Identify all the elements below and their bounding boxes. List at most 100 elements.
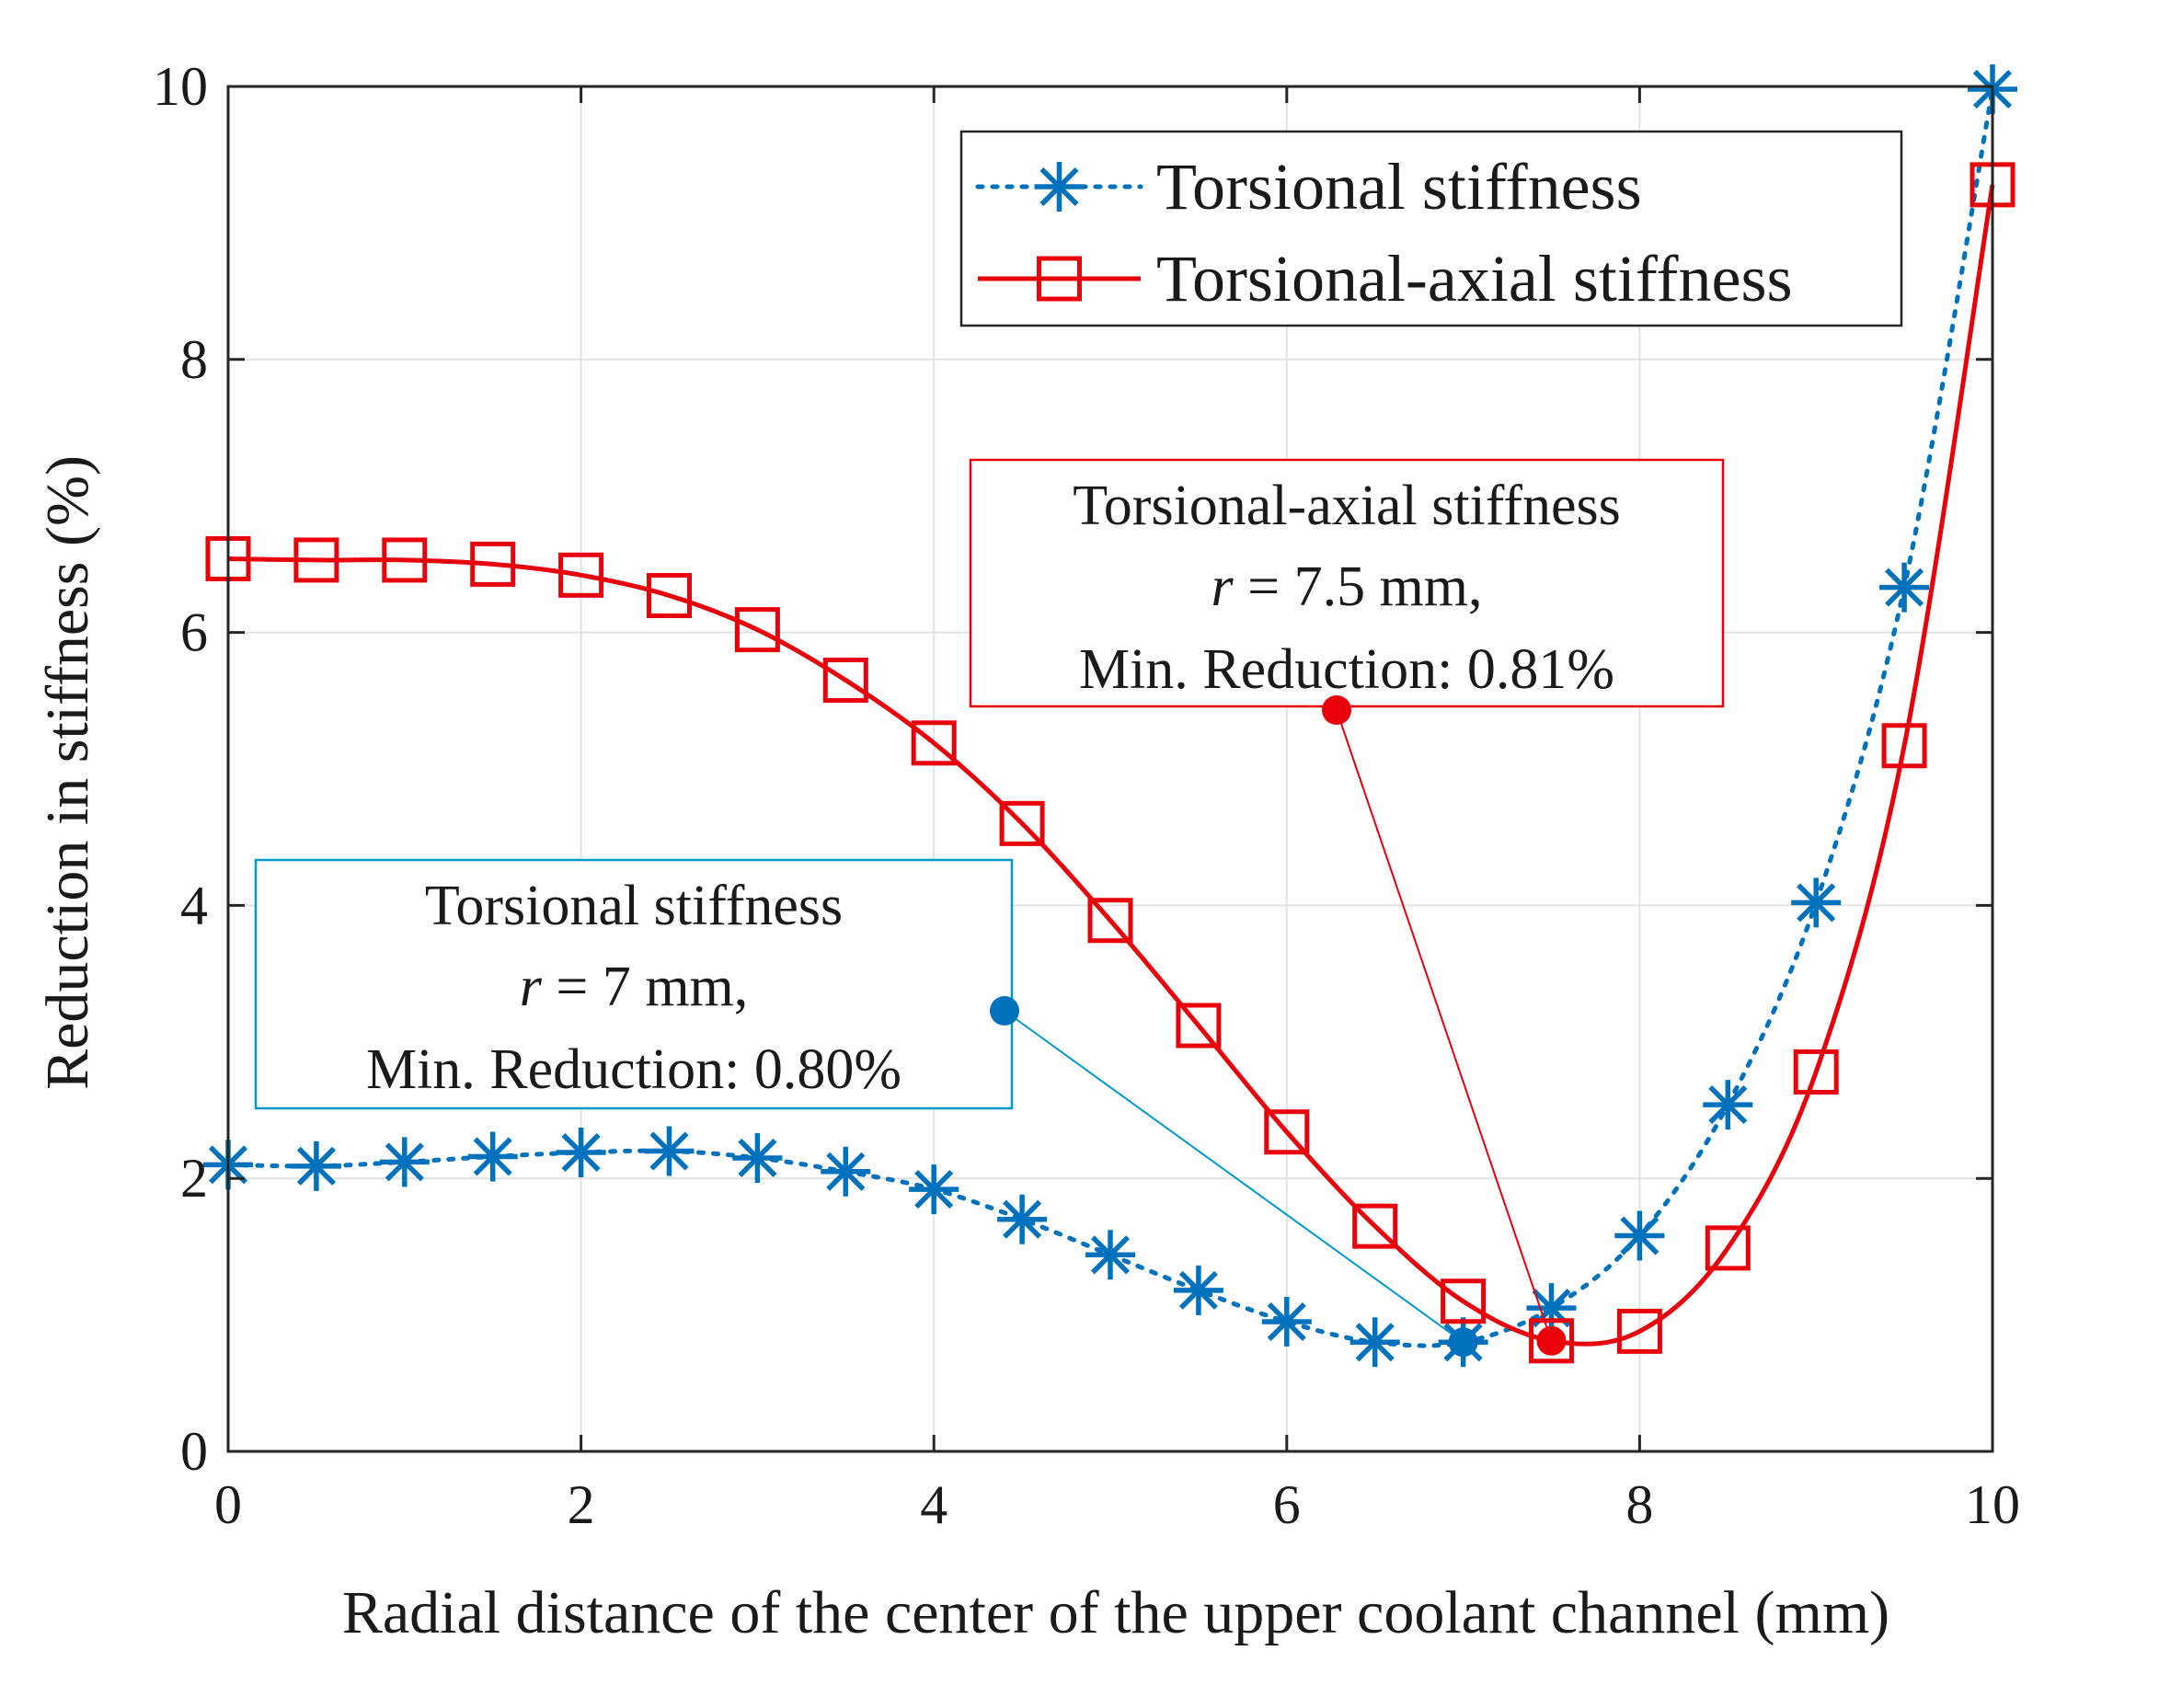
series-0-point-16-stroke-3 — [1620, 1216, 1659, 1255]
series-1-point-18 — [1793, 1049, 1839, 1095]
legend-label-0: Torsional stiffness — [1156, 150, 1642, 224]
series-0-point-19-stroke-3 — [1885, 567, 1924, 607]
annotation-1: Torsional-axial stiffness r = 7.5 mm, Min.… — [969, 458, 1725, 1356]
x-tick-label-1: 2 — [568, 1474, 595, 1535]
series-1-point-15 — [1529, 1318, 1574, 1364]
annotation-radius-value-0: = 7 mm, — [542, 956, 748, 1018]
series-0-point-12-stroke-3 — [1267, 1301, 1306, 1342]
annotation-min-point-0 — [1448, 1327, 1478, 1358]
series-1-point-6 — [734, 607, 780, 653]
series-0-point-19 — [1879, 562, 1930, 613]
series-0-point-1 — [291, 1141, 341, 1191]
annotation-title-0: Torsional stiffness — [425, 875, 843, 937]
series-0-point-4 — [556, 1128, 606, 1178]
legend-marker-0 — [1034, 162, 1085, 212]
series-1-point-13 — [1352, 1203, 1398, 1249]
annotation-min-point-1 — [1536, 1325, 1567, 1356]
y-tick-label-1: 2 — [180, 1148, 208, 1209]
legend-marker-1 — [1037, 256, 1082, 302]
series-0-point-6-stroke-3 — [738, 1138, 777, 1177]
series-1-point-14 — [1441, 1278, 1487, 1324]
series-0-point-11-stroke-3 — [1178, 1270, 1218, 1310]
series-0-point-12 — [1261, 1297, 1312, 1347]
y-tick-label-3: 6 — [180, 602, 208, 663]
series-1-point-10 — [1087, 898, 1133, 944]
series-0-point-6 — [732, 1132, 783, 1183]
legend-label-1: Torsional-axial stiffness — [1156, 242, 1793, 315]
series-0-point-7-stroke-3 — [826, 1152, 866, 1191]
series-1-point-2 — [382, 537, 428, 583]
series-0-point-4-stroke-3 — [561, 1132, 601, 1173]
series-0-point-2-stroke-3 — [385, 1142, 424, 1182]
legend-marker-0-stroke-3 — [1039, 166, 1079, 207]
series-1-point-17 — [1705, 1225, 1751, 1271]
y-tick-label-4: 8 — [180, 329, 208, 390]
annotation-radius-value-1: = 7.5 mm, — [1234, 556, 1483, 618]
series-0-point-1-stroke-3 — [296, 1146, 336, 1186]
annotation-radius-1: r = 7.5 mm, — [1211, 556, 1482, 618]
y-tick-label-5: 10 — [153, 56, 208, 117]
y-tick-label-0: 0 — [180, 1421, 208, 1482]
series-0-point-10-stroke-3 — [1090, 1235, 1131, 1275]
series-0-point-18 — [1791, 877, 1842, 928]
series-0-point-5-stroke-3 — [649, 1131, 689, 1171]
annotation-leader-1 — [1336, 709, 1553, 1342]
annotation-0: Torsional stiffness r = 7 mm, Min. Reducti… — [254, 858, 1478, 1358]
series-0-point-8 — [909, 1164, 959, 1215]
series-1-point-1 — [293, 537, 339, 583]
series-1-point-11 — [1176, 1003, 1222, 1049]
series-layer — [203, 63, 2017, 1368]
series-0-point-17-stroke-3 — [1708, 1085, 1748, 1125]
y-axis-label: Reduction in stiffness (%) — [34, 455, 101, 1090]
series-0-point-8-stroke-3 — [914, 1170, 954, 1209]
series-0-point-17 — [1703, 1080, 1753, 1130]
series-1-point-19 — [1881, 723, 1927, 769]
series-0-point-13 — [1349, 1317, 1400, 1368]
series-1-point-9 — [999, 800, 1045, 846]
series-0-point-13-stroke-3 — [1355, 1323, 1395, 1362]
annotation-leader-0 — [1004, 1010, 1464, 1344]
series-0-point-18-stroke-3 — [1797, 883, 1836, 923]
series-0-point-16 — [1614, 1210, 1665, 1261]
series-1-point-7 — [822, 658, 868, 704]
annotation-box-0 — [254, 858, 1014, 1110]
annotation-anchor-dot-1 — [1322, 695, 1351, 725]
annotation-radius-0: r = 7 mm, — [520, 956, 749, 1018]
annotation-radius-symbol-1: r — [1211, 556, 1234, 618]
annotation-min-1: Min. Reduction: 0.81% — [1079, 638, 1614, 701]
series-0-point-7 — [821, 1146, 871, 1197]
annotation-anchor-dot-0 — [990, 996, 1019, 1026]
x-tick-label-0: 0 — [214, 1474, 242, 1535]
series-1-point-3 — [470, 541, 516, 587]
series-0-point-10 — [1085, 1230, 1135, 1280]
series-1-point-12 — [1264, 1109, 1310, 1155]
tick-labels: 0 2 4 6 8 10 0 2 4 6 8 10 — [153, 56, 2020, 1535]
x-axis-label: Radial distance of the center of the upp… — [342, 1579, 1889, 1646]
series-0-point-5 — [644, 1126, 695, 1176]
legend-box — [959, 130, 1903, 327]
annotation-min-0: Min. Reduction: 0.80% — [366, 1038, 902, 1101]
series-1-point-4 — [558, 552, 604, 598]
x-tick-label-4: 8 — [1625, 1474, 1653, 1535]
annotations: Torsional stiffness r = 7 mm, Min. Reducti… — [254, 458, 1725, 1358]
series-1-point-8 — [911, 720, 957, 766]
annotation-title-1: Torsional-axial stiffness — [1073, 475, 1620, 537]
x-tick-label-2: 4 — [920, 1474, 947, 1535]
series-0-point-3 — [467, 1131, 518, 1182]
legend: Torsional stiffness Torsional-axial stiff… — [959, 130, 1903, 327]
series-1-point-16 — [1616, 1308, 1662, 1354]
y-tick-label-2: 4 — [180, 875, 208, 935]
x-tick-label-5: 10 — [1965, 1474, 2020, 1535]
series-0-point-11 — [1173, 1265, 1223, 1315]
annotation-box-1 — [969, 458, 1725, 708]
series-0-point-3-stroke-3 — [473, 1137, 512, 1176]
annotation-radius-symbol-0: r — [520, 956, 543, 1018]
x-tick-label-3: 6 — [1273, 1474, 1301, 1535]
series-0-point-2 — [379, 1137, 430, 1187]
plot-frame — [226, 85, 1994, 1453]
plot-area-border — [226, 85, 1994, 1453]
series-0-point-9-stroke-3 — [1003, 1199, 1042, 1239]
series-1-point-5 — [647, 573, 692, 619]
series-0-point-9 — [997, 1194, 1048, 1244]
